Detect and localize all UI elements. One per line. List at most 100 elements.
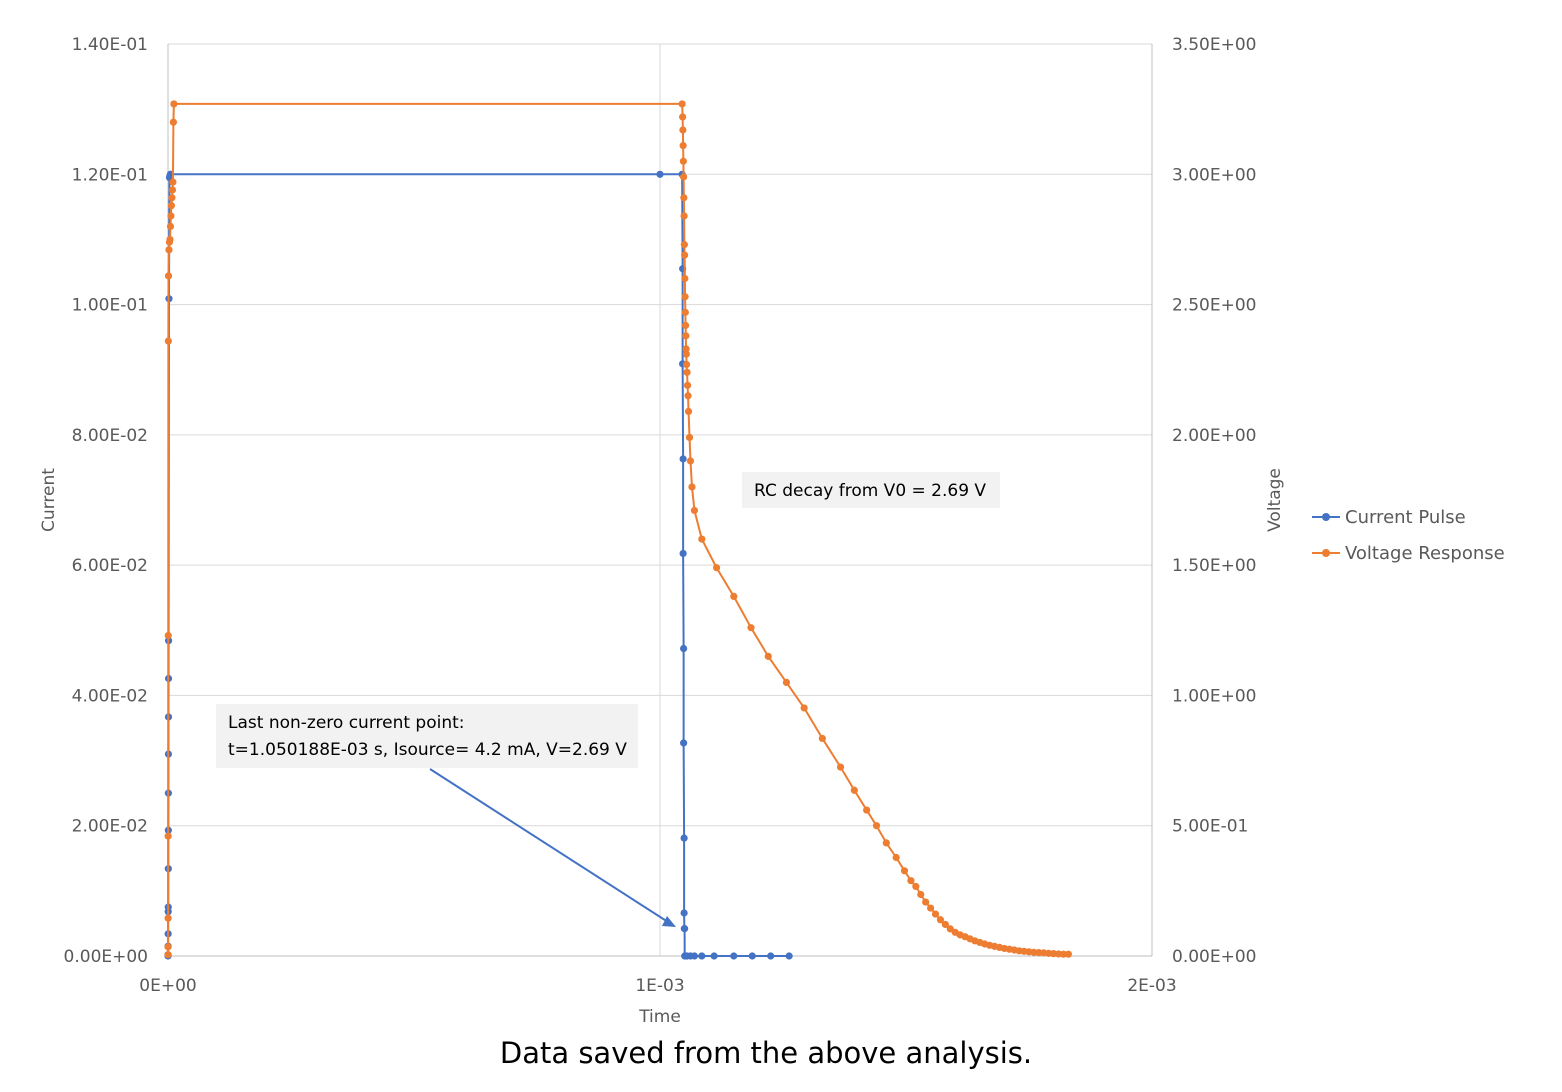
y-axis-ticks: 0.00E+00 2.00E-02 4.00E-02 6.00E-02 8.00E-02… bbox=[64, 35, 148, 967]
data-point-current-pulse bbox=[698, 952, 706, 960]
data-point-voltage-response bbox=[679, 157, 687, 165]
data-point-current-pulse bbox=[710, 952, 718, 960]
x-tick-label: 1E-03 bbox=[635, 976, 684, 996]
data-point-voltage-response bbox=[730, 592, 738, 601]
series-line-voltage-response bbox=[167, 102, 1069, 956]
data-point-voltage-response bbox=[683, 381, 692, 389]
legend-label-current-pulse: Current Pulse bbox=[1345, 507, 1466, 528]
data-point-voltage-response bbox=[682, 345, 690, 353]
legend-item-current-pulse: Current Pulse bbox=[1312, 507, 1466, 528]
y2-axis-ticks: 0.00E+00 5.00E-01 1.00E+00 1.50E+00 2.00E+00… bbox=[1172, 35, 1256, 967]
data-point-voltage-response bbox=[682, 332, 690, 340]
y-tick-label: 8.00E-02 bbox=[72, 426, 148, 446]
data-point-voltage-response bbox=[922, 898, 930, 906]
data-point-voltage-response bbox=[164, 631, 172, 640]
data-point-voltage-response bbox=[679, 113, 687, 121]
data-point-current-pulse bbox=[680, 739, 688, 747]
x-tick-label: 0E+00 bbox=[139, 976, 196, 996]
data-point-voltage-response bbox=[164, 951, 172, 959]
data-point-voltage-response bbox=[679, 126, 687, 134]
gridlines bbox=[167, 43, 1153, 957]
data-point-voltage-response bbox=[782, 678, 791, 687]
y-tick-label: 0.00E+00 bbox=[64, 947, 148, 967]
y2-tick-label: 2.00E+00 bbox=[1172, 426, 1256, 446]
data-point-voltage-response bbox=[682, 360, 691, 369]
data-point-voltage-response bbox=[747, 624, 755, 632]
annotation-rc-decay: RC decay from V0 = 2.69 V bbox=[742, 472, 1000, 508]
y2-tick-label: 5.00E-01 bbox=[1172, 817, 1248, 837]
data-point-voltage-response bbox=[1059, 950, 1068, 958]
data-point-current-pulse bbox=[681, 925, 689, 933]
data-point-voltage-response bbox=[872, 822, 881, 830]
annotation-arrow-line bbox=[429, 768, 669, 923]
data-point-voltage-response bbox=[800, 704, 808, 712]
data-point-current-pulse bbox=[767, 952, 775, 960]
data-point-voltage-response bbox=[679, 142, 687, 150]
data-point-voltage-response bbox=[686, 457, 695, 465]
y2-tick-label: 3.00E+00 bbox=[1172, 165, 1256, 185]
data-point-voltage-response bbox=[164, 914, 172, 922]
data-point-voltage-response bbox=[167, 212, 175, 220]
data-point-voltage-response bbox=[166, 222, 175, 230]
data-point-voltage-response bbox=[684, 407, 693, 416]
data-point-current-pulse bbox=[680, 909, 688, 917]
data-point-voltage-response bbox=[850, 786, 858, 794]
data-point-voltage-response bbox=[684, 392, 692, 400]
y-tick-label: 1.40E-01 bbox=[72, 35, 148, 55]
y-tick-label: 2.00E-02 bbox=[72, 817, 148, 837]
data-point-current-pulse bbox=[730, 952, 738, 960]
data-point-current-pulse bbox=[656, 170, 664, 178]
data-point-voltage-response bbox=[927, 904, 935, 912]
data-point-voltage-response bbox=[931, 910, 940, 918]
data-point-voltage-response bbox=[678, 100, 686, 108]
data-point-voltage-response bbox=[683, 368, 691, 376]
data-point-voltage-response bbox=[680, 194, 688, 202]
data-point-current-pulse bbox=[679, 455, 687, 463]
annotation-last-point-line-2: t=1.050188E-03 s, Isource= 4.2 mA, V=2.6… bbox=[228, 740, 627, 760]
data-point-voltage-response bbox=[167, 201, 176, 210]
x-tick-label: 2E-03 bbox=[1127, 976, 1176, 996]
data-point-voltage-response bbox=[168, 194, 176, 202]
data-point-voltage-response bbox=[681, 274, 689, 283]
data-point-voltage-response bbox=[690, 506, 699, 515]
data-point-voltage-response bbox=[907, 877, 915, 885]
data-point-voltage-response bbox=[698, 535, 706, 543]
data-point-current-pulse bbox=[748, 952, 756, 960]
y-tick-label: 4.00E-02 bbox=[72, 686, 148, 706]
y2-tick-label: 1.00E+00 bbox=[1172, 686, 1256, 706]
data-point-voltage-response bbox=[681, 308, 689, 316]
data-point-voltage-response bbox=[681, 293, 689, 301]
figure-caption: Data saved from the above analysis. bbox=[499, 1036, 1033, 1070]
data-point-voltage-response bbox=[681, 321, 690, 330]
data-point-voltage-response bbox=[682, 350, 690, 358]
annotation-rc-decay-text: RC decay from V0 = 2.69 V bbox=[754, 481, 986, 501]
y-axis-title: Current bbox=[39, 468, 59, 532]
annotation-last-point-line-1: Last non-zero current point: bbox=[228, 713, 465, 733]
y2-axis-title: Voltage bbox=[1265, 468, 1285, 532]
data-point-voltage-response bbox=[169, 118, 178, 126]
data-point-voltage-response bbox=[166, 235, 174, 244]
data-point-current-pulse bbox=[690, 952, 699, 960]
data-point-voltage-response bbox=[900, 867, 909, 875]
data-point-voltage-response bbox=[680, 212, 688, 220]
data-point-voltage-response bbox=[169, 178, 177, 186]
y2-tick-label: 0.00E+00 bbox=[1172, 947, 1256, 967]
y2-tick-label: 1.50E+00 bbox=[1172, 556, 1256, 576]
data-point-voltage-response bbox=[936, 916, 945, 924]
data-point-voltage-response bbox=[164, 832, 172, 840]
y-tick-label: 1.20E-01 bbox=[72, 165, 148, 185]
x-axis-title: Time bbox=[638, 1007, 681, 1027]
data-point-voltage-response bbox=[1064, 950, 1072, 958]
data-point-voltage-response bbox=[680, 173, 688, 181]
series-layer bbox=[164, 100, 1072, 960]
x-axis-ticks: 0E+00 1E-03 2E-03 bbox=[139, 976, 1176, 996]
data-point-voltage-response bbox=[685, 433, 694, 442]
data-point-voltage-response bbox=[168, 186, 177, 194]
y2-tick-label: 2.50E+00 bbox=[1172, 296, 1256, 316]
legend-marker-current-pulse bbox=[1322, 513, 1330, 521]
annotation-last-point: Last non-zero current point: t=1.050188E… bbox=[216, 704, 676, 927]
data-point-voltage-response bbox=[764, 652, 772, 660]
data-point-voltage-response bbox=[892, 853, 900, 862]
data-point-voltage-response bbox=[818, 734, 826, 743]
legend-label-voltage-response: Voltage Response bbox=[1345, 543, 1505, 564]
